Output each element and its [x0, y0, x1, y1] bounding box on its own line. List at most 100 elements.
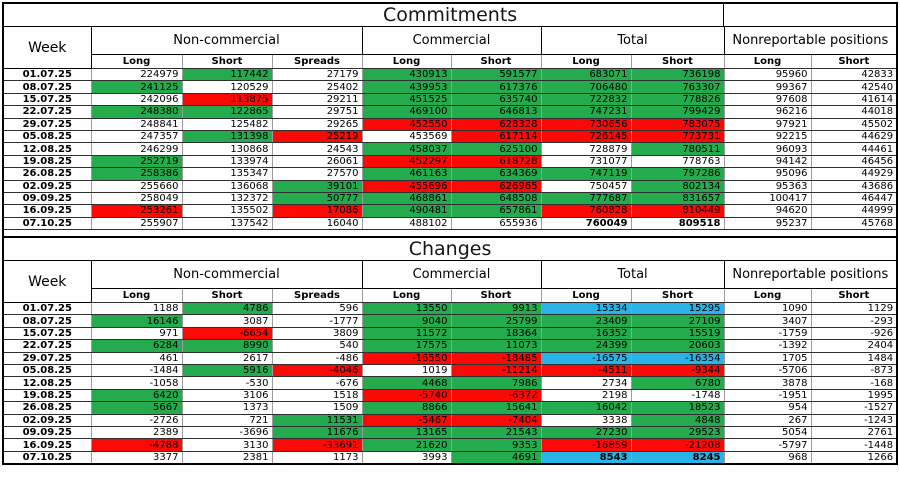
value-cell: 760049 — [540, 216, 632, 231]
column-header-short: Short — [450, 288, 542, 304]
value-cell: 469100 — [361, 105, 452, 119]
value-cell: -6654 — [181, 326, 273, 341]
value-cell: 8543 — [540, 450, 632, 465]
group-header-nonreportable-positions: Nonreportable positions — [723, 260, 898, 290]
value-cell: 596 — [271, 302, 363, 316]
week-date-cell: 19.08.25 — [2, 388, 92, 403]
value-cell: 24543 — [271, 142, 363, 156]
value-cell: 439953 — [361, 80, 452, 94]
value-cell: -3696 — [181, 425, 273, 440]
value-cell: 29211 — [271, 92, 363, 107]
value-cell: 39101 — [271, 179, 363, 193]
value-cell: -4046 — [271, 364, 363, 378]
value-cell: 3809 — [271, 326, 363, 341]
value-cell: 258049 — [90, 191, 183, 206]
value-cell: 1484 — [810, 351, 898, 366]
value-cell: -7404 — [450, 413, 542, 428]
value-cell: -530 — [181, 376, 273, 390]
group-header-non-commercial: Non-commercial — [90, 26, 363, 55]
value-cell: 777687 — [540, 191, 632, 206]
value-cell: -1777 — [271, 314, 363, 328]
value-cell: 117442 — [181, 67, 273, 82]
column-header-short: Short — [181, 288, 273, 304]
value-cell: 954 — [723, 401, 812, 415]
value-cell: 4786 — [181, 302, 273, 316]
value-cell: 24399 — [540, 339, 632, 353]
value-cell: 646813 — [450, 105, 542, 119]
table-row: 22.07.25 6284 8990 540 17575 11073 24399 20603-… — [2, 339, 898, 353]
group-header-total: Total — [540, 26, 725, 55]
group-header-nonreportable-positions: Nonreportable positions — [723, 26, 898, 55]
value-cell: 1509 — [271, 401, 363, 415]
value-cell: -1058 — [90, 376, 183, 390]
value-cell: 27230 — [540, 425, 632, 440]
group-header-commercial: Commercial — [361, 26, 542, 55]
value-cell: 540 — [271, 339, 363, 353]
week-date-cell: 12.08.25 — [2, 142, 92, 156]
table-row: 16.09.25 -4788 3130 -33691 21620 9353 -16859 -2… — [2, 438, 898, 452]
column-header-spreads: Spreads — [271, 54, 363, 69]
table-row: 08.07.25 16146 3087 -1777 9040 25799 23409 2710… — [2, 314, 898, 328]
value-cell: 6780 — [630, 376, 725, 390]
value-cell: -16575 — [540, 351, 632, 366]
column-header-long: Long — [723, 288, 812, 304]
table-row: 12.08.25 -1058 -530 -676 4468 7986 2734 6780 387… — [2, 376, 898, 390]
value-cell: 648508 — [450, 191, 542, 206]
table-row: 07.10.25 3377 2381 1173 3993 4691 8543 8245 968 1… — [2, 450, 898, 465]
value-cell: 18364 — [450, 326, 542, 341]
value-cell: 591577 — [450, 67, 542, 82]
value-cell: 626965 — [450, 179, 542, 193]
value-cell: 3993 — [361, 450, 452, 465]
value-cell: 1129 — [810, 302, 898, 316]
value-cell: 760828 — [540, 204, 632, 218]
value-cell: -1527 — [810, 401, 898, 415]
value-cell: 96216 — [723, 105, 812, 119]
value-cell: -1392 — [723, 339, 812, 353]
week-column-header: Week — [2, 26, 92, 69]
value-cell: 15334 — [540, 302, 632, 316]
value-cell: 3377 — [90, 450, 183, 465]
value-cell: 94142 — [723, 154, 812, 169]
value-cell: 44999 — [810, 204, 898, 218]
value-cell: 18523 — [630, 401, 725, 415]
week-date-cell: 16.09.25 — [2, 438, 92, 452]
value-cell: 2734 — [540, 376, 632, 390]
value-cell: 4691 — [450, 450, 542, 465]
value-cell: 9040 — [361, 314, 452, 328]
value-cell: -486 — [271, 351, 363, 366]
value-cell: 810449 — [630, 204, 725, 218]
value-cell: 4468 — [361, 376, 452, 390]
value-cell: 100417 — [723, 191, 812, 206]
value-cell: 8990 — [181, 339, 273, 353]
value-cell: 95960 — [723, 67, 812, 82]
report-tables: Commitments Week Non-commercial Commercial T… — [2, 2, 900, 465]
value-cell: 97608 — [723, 92, 812, 107]
value-cell: 802134 — [630, 179, 725, 193]
value-cell: 2389 — [90, 425, 183, 440]
commitments-table: Commitments Week Non-commercial Commercial T… — [2, 2, 899, 239]
value-cell: 763307 — [630, 80, 725, 94]
value-cell: 267 — [723, 413, 812, 428]
value-cell: 45768 — [810, 216, 898, 231]
value-cell: 242096 — [90, 92, 183, 107]
value-cell: 780511 — [630, 142, 725, 156]
value-cell: 11073 — [450, 339, 542, 353]
value-cell: 971 — [90, 326, 183, 341]
table-row: 09.09.25 258049 132372 50777 468861 648508 777… — [2, 191, 898, 206]
table-title: Changes — [3, 237, 898, 262]
group-header-non-commercial: Non-commercial — [90, 260, 363, 290]
value-cell: 11572 — [361, 326, 452, 341]
value-cell: 747231 — [540, 105, 632, 119]
value-cell: 3130 — [181, 438, 273, 452]
value-cell: 27179 — [271, 67, 363, 82]
week-date-cell: 26.08.25 — [2, 401, 92, 415]
table-row: 19.08.25 252719 133974 26061 452297 618728 731… — [2, 154, 898, 169]
value-cell: 44461 — [810, 142, 898, 156]
value-cell: 6284 — [90, 339, 183, 353]
value-cell: 1019 — [361, 364, 452, 378]
value-cell: 3407 — [723, 314, 812, 328]
value-cell: -11214 — [450, 364, 542, 378]
value-cell: 1266 — [810, 450, 898, 465]
value-cell: 16146 — [90, 314, 183, 328]
value-cell: 617114 — [450, 129, 542, 144]
